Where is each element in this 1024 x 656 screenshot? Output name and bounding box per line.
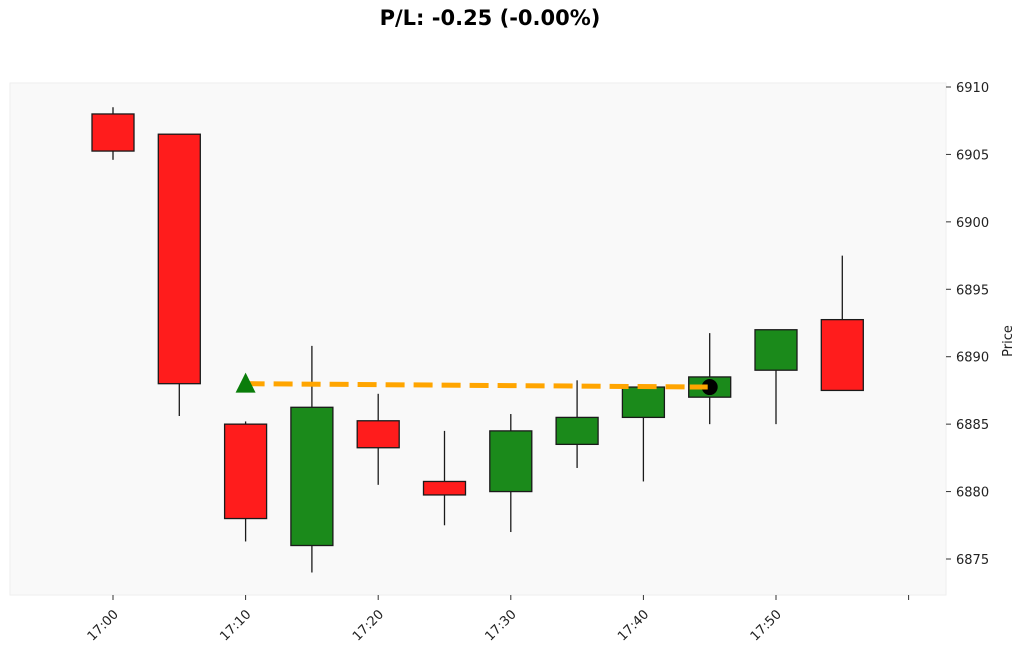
y-tick-label: 6875 xyxy=(956,553,989,568)
y-tick-label: 6900 xyxy=(956,216,989,231)
candle-up xyxy=(290,406,334,547)
exit-circle-icon xyxy=(701,379,718,396)
candle-down xyxy=(422,480,467,496)
plot-area xyxy=(9,82,947,596)
x-tick-label: 17:30 xyxy=(483,607,520,644)
y-tick-label: 6910 xyxy=(956,81,989,96)
candle-up xyxy=(489,430,533,493)
y-tick-label: 6885 xyxy=(956,418,989,433)
y-axis-label: Price xyxy=(1001,325,1016,357)
candle-down xyxy=(223,423,268,520)
candle-up xyxy=(754,329,798,371)
x-tick-label: 17:20 xyxy=(350,607,387,644)
trade-line xyxy=(245,381,710,390)
x-tick-label: 17:00 xyxy=(85,607,122,644)
y-tick-label: 6880 xyxy=(956,486,989,501)
y-tick-label: 6890 xyxy=(956,351,989,366)
candle-down xyxy=(157,133,201,385)
candle-up xyxy=(621,386,666,419)
chart-title: P/L: -0.25 (-0.00%) xyxy=(379,6,601,30)
x-tick-label: 17:10 xyxy=(217,607,254,644)
candle-down xyxy=(356,420,400,449)
x-tick-label: 17:50 xyxy=(748,607,785,644)
candle-up xyxy=(555,416,599,446)
y-tick-label: 6895 xyxy=(956,283,989,298)
candle-down xyxy=(91,113,135,152)
y-tick-label: 6905 xyxy=(956,148,989,163)
entry-triangle-icon xyxy=(235,372,256,393)
candle-down xyxy=(820,318,864,392)
x-tick-label: 17:40 xyxy=(615,607,652,644)
